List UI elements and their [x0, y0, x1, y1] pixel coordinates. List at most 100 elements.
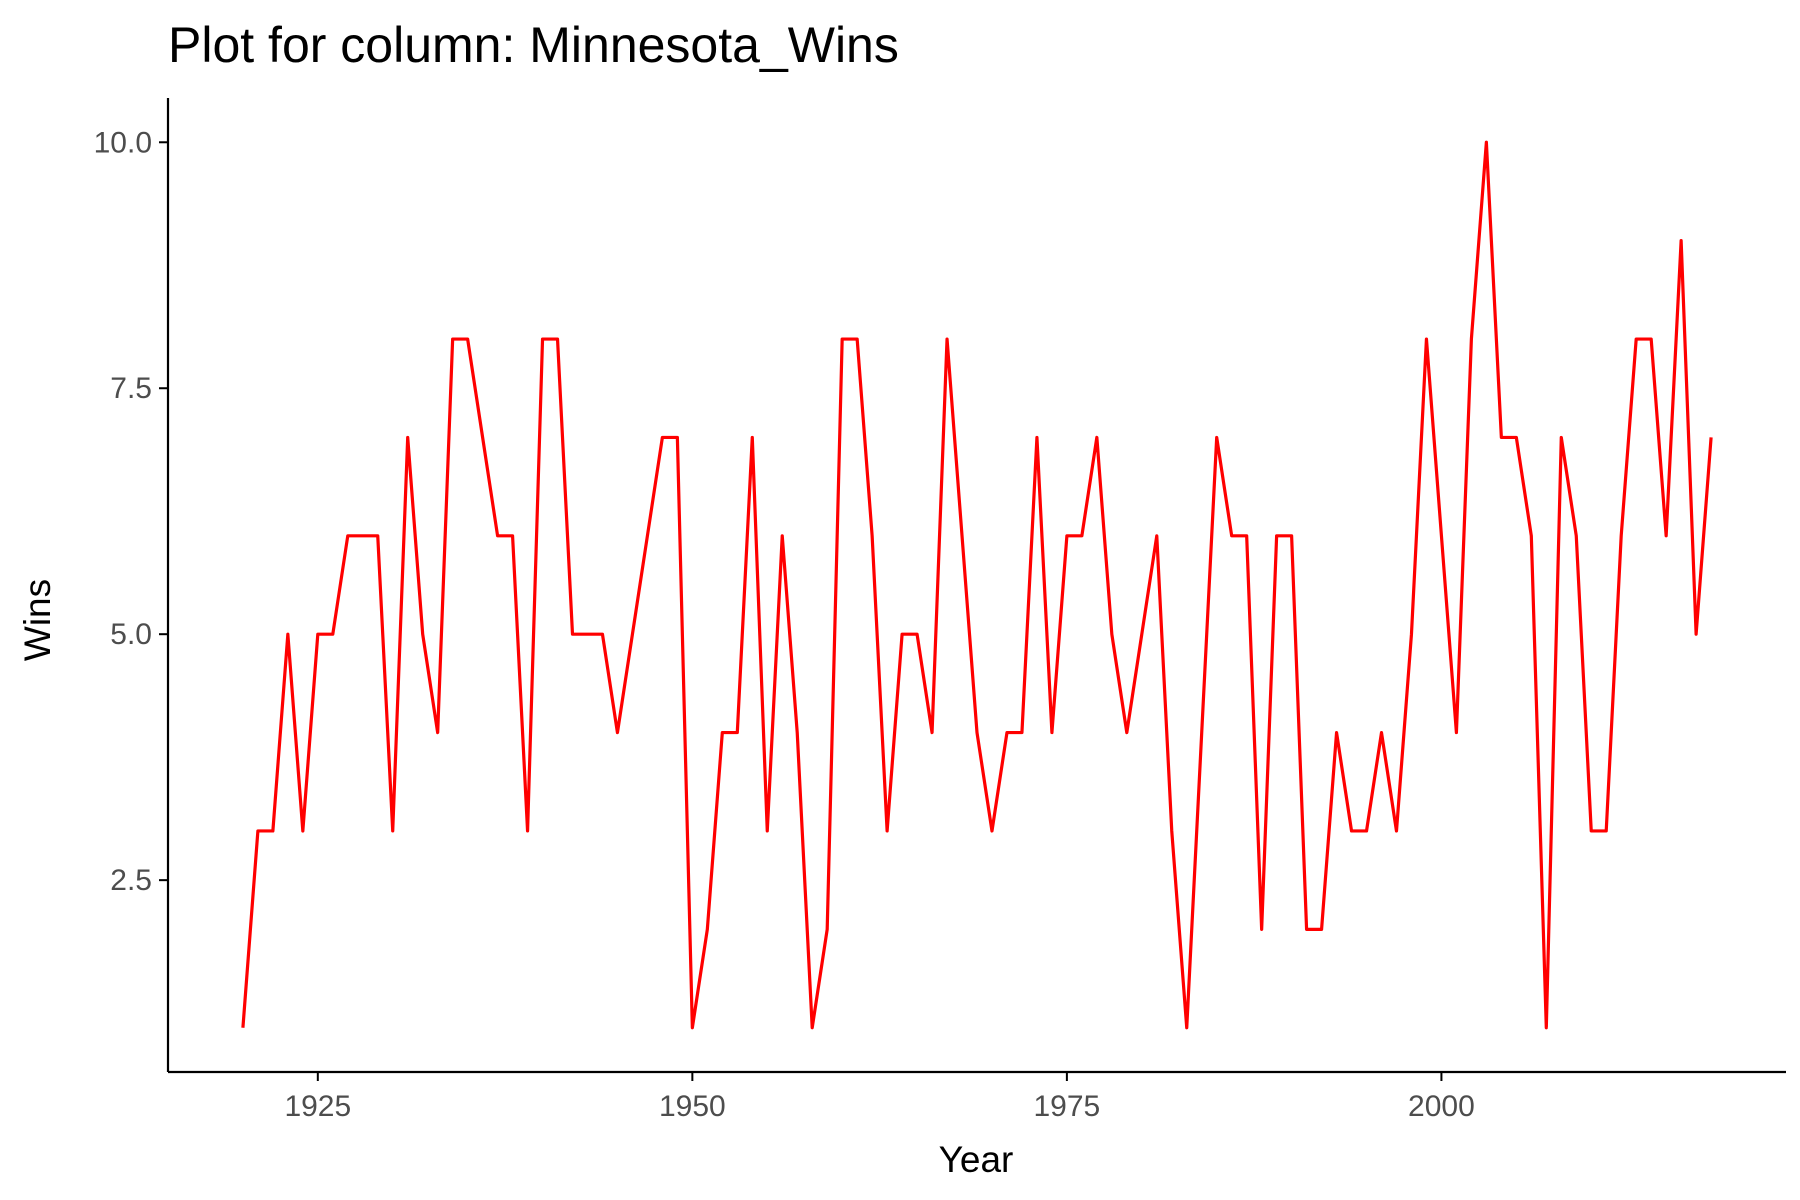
data-point	[735, 731, 739, 735]
data-point	[1424, 337, 1428, 341]
data-point	[1634, 337, 1638, 341]
data-point	[900, 632, 904, 636]
data-point	[1200, 731, 1204, 735]
data-point	[1350, 829, 1354, 833]
data-point	[705, 927, 709, 931]
data-point	[1305, 927, 1309, 931]
data-point	[331, 632, 335, 636]
data-point	[795, 731, 799, 735]
data-point	[1080, 534, 1084, 538]
data-point	[675, 435, 679, 439]
data-point	[1185, 1026, 1189, 1030]
x-tick-label: 1950	[659, 1090, 726, 1123]
x-tick-label: 1975	[1034, 1090, 1101, 1123]
data-point	[1454, 731, 1458, 735]
data-point	[301, 829, 305, 833]
data-point	[376, 534, 380, 538]
y-tick-label: 7.5	[110, 372, 152, 405]
data-point	[1499, 435, 1503, 439]
x-axis-title: Year	[939, 1139, 1014, 1180]
data-point	[1245, 534, 1249, 538]
data-point	[645, 534, 649, 538]
data-point	[556, 337, 560, 341]
data-point	[541, 337, 545, 341]
data-point	[511, 534, 515, 538]
data-point	[1544, 1026, 1548, 1030]
data-point	[316, 632, 320, 636]
data-point	[870, 534, 874, 538]
data-point	[1005, 731, 1009, 735]
data-point	[1649, 337, 1653, 341]
data-point	[990, 829, 994, 833]
data-point	[1110, 632, 1114, 636]
series-line-minnesota-wins	[241, 140, 1713, 1030]
data-point	[765, 829, 769, 833]
data-point	[1559, 435, 1563, 439]
data-point	[1290, 534, 1294, 538]
data-point	[1694, 632, 1698, 636]
data-point	[1604, 829, 1608, 833]
data-point	[346, 534, 350, 538]
y-tick-label: 2.5	[110, 864, 152, 897]
data-point	[496, 534, 500, 538]
data-point	[1380, 731, 1384, 735]
y-axis-title: Wins	[17, 579, 58, 661]
x-tick-label: 2000	[1408, 1090, 1475, 1123]
data-point	[286, 632, 290, 636]
data-point	[256, 829, 260, 833]
x-tick-label: 1925	[284, 1090, 351, 1123]
data-point	[750, 435, 754, 439]
data-point	[241, 1026, 245, 1030]
data-point	[466, 337, 470, 341]
x-axis-ticks: 1925 1950 1975 2000	[284, 1072, 1475, 1123]
data-point	[1260, 927, 1264, 931]
data-point	[406, 435, 410, 439]
data-point	[1065, 534, 1069, 538]
data-point	[421, 632, 425, 636]
data-point	[720, 731, 724, 735]
data-point	[840, 337, 844, 341]
data-point	[271, 829, 275, 833]
chart-title: Plot for column: Minnesota_Wins	[168, 17, 899, 73]
data-point	[825, 927, 829, 931]
data-point	[585, 632, 589, 636]
data-point	[1170, 829, 1174, 833]
data-point	[600, 632, 604, 636]
data-point	[780, 534, 784, 538]
data-point	[1469, 337, 1473, 341]
data-point	[810, 1026, 814, 1030]
data-point	[1125, 731, 1129, 735]
data-point	[630, 632, 634, 636]
data-point	[451, 337, 455, 341]
data-point	[1155, 534, 1159, 538]
data-point	[690, 1026, 694, 1030]
data-point	[1709, 435, 1713, 439]
data-point	[885, 829, 889, 833]
data-point	[855, 337, 859, 341]
data-point	[526, 829, 530, 833]
y-tick-label: 5.0	[110, 618, 152, 651]
data-point	[1230, 534, 1234, 538]
data-point	[1050, 731, 1054, 735]
y-axis-ticks: 2.5 5.0 7.5 10.0	[94, 126, 168, 897]
data-point	[1020, 731, 1024, 735]
data-point	[481, 435, 485, 439]
data-point	[660, 435, 664, 439]
data-point	[436, 731, 440, 735]
data-point	[615, 731, 619, 735]
data-point	[915, 632, 919, 636]
y-tick-label: 10.0	[94, 126, 152, 159]
data-point	[1275, 534, 1279, 538]
data-point	[1095, 435, 1099, 439]
data-point	[1529, 534, 1533, 538]
data-point	[1664, 534, 1668, 538]
data-point	[1589, 829, 1593, 833]
data-point	[1514, 435, 1518, 439]
data-point	[1335, 731, 1339, 735]
data-point	[1320, 927, 1324, 931]
data-point	[1619, 534, 1623, 538]
data-point	[1365, 829, 1369, 833]
data-point	[930, 731, 934, 735]
data-point	[1409, 632, 1413, 636]
